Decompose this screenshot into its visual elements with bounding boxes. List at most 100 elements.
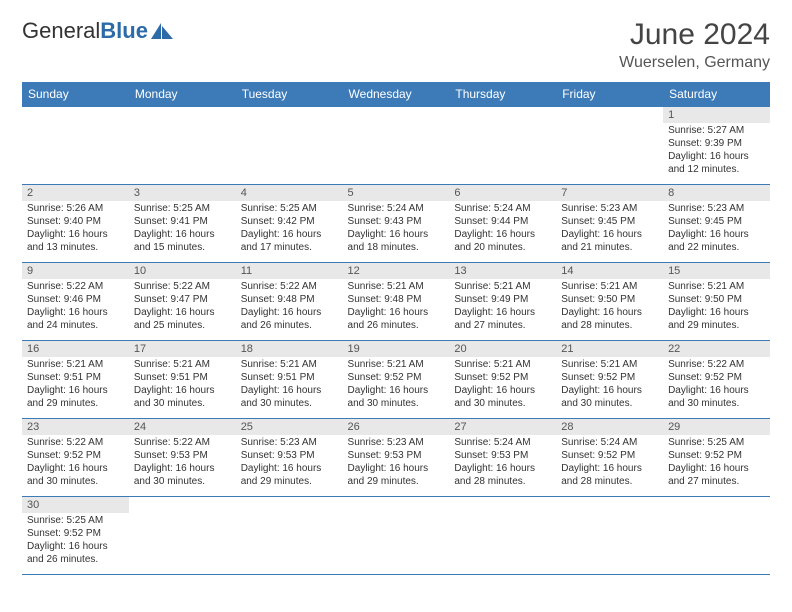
calendar-cell: 21Sunrise: 5:21 AMSunset: 9:52 PMDayligh… bbox=[556, 341, 663, 419]
calendar-cell: 13Sunrise: 5:21 AMSunset: 9:49 PMDayligh… bbox=[449, 263, 556, 341]
calendar-cell: . bbox=[449, 107, 556, 185]
logo-text-2: Blue bbox=[100, 18, 148, 44]
day-content: Sunrise: 5:26 AMSunset: 9:40 PMDaylight:… bbox=[22, 201, 129, 257]
day-number: 4 bbox=[236, 185, 343, 201]
calendar-cell: 4Sunrise: 5:25 AMSunset: 9:42 PMDaylight… bbox=[236, 185, 343, 263]
weekday-row: Sunday Monday Tuesday Wednesday Thursday… bbox=[22, 82, 770, 107]
calendar-cell: 2Sunrise: 5:26 AMSunset: 9:40 PMDaylight… bbox=[22, 185, 129, 263]
weekday-header: Sunday bbox=[22, 82, 129, 107]
day-content: Sunrise: 5:22 AMSunset: 9:52 PMDaylight:… bbox=[663, 357, 770, 413]
weekday-header: Friday bbox=[556, 82, 663, 107]
day-content: Sunrise: 5:22 AMSunset: 9:46 PMDaylight:… bbox=[22, 279, 129, 335]
day-content: Sunrise: 5:23 AMSunset: 9:53 PMDaylight:… bbox=[343, 435, 450, 491]
day-content: Sunrise: 5:25 AMSunset: 9:52 PMDaylight:… bbox=[22, 513, 129, 569]
day-number: 11 bbox=[236, 263, 343, 279]
day-content: Sunrise: 5:24 AMSunset: 9:53 PMDaylight:… bbox=[449, 435, 556, 491]
day-number: 3 bbox=[129, 185, 236, 201]
calendar-cell: 16Sunrise: 5:21 AMSunset: 9:51 PMDayligh… bbox=[22, 341, 129, 419]
calendar-cell: 12Sunrise: 5:21 AMSunset: 9:48 PMDayligh… bbox=[343, 263, 450, 341]
day-number: 15 bbox=[663, 263, 770, 279]
day-number: 13 bbox=[449, 263, 556, 279]
day-number: 26 bbox=[343, 419, 450, 435]
calendar-cell: 1Sunrise: 5:27 AMSunset: 9:39 PMDaylight… bbox=[663, 107, 770, 185]
calendar-cell: . bbox=[343, 107, 450, 185]
calendar-cell: 17Sunrise: 5:21 AMSunset: 9:51 PMDayligh… bbox=[129, 341, 236, 419]
calendar-cell: 11Sunrise: 5:22 AMSunset: 9:48 PMDayligh… bbox=[236, 263, 343, 341]
calendar-cell: 3Sunrise: 5:25 AMSunset: 9:41 PMDaylight… bbox=[129, 185, 236, 263]
day-content: Sunrise: 5:21 AMSunset: 9:51 PMDaylight:… bbox=[129, 357, 236, 413]
day-number: 10 bbox=[129, 263, 236, 279]
calendar-cell: . bbox=[343, 497, 450, 575]
day-number: 29 bbox=[663, 419, 770, 435]
location: Wuerselen, Germany bbox=[619, 54, 770, 72]
weekday-header: Monday bbox=[129, 82, 236, 107]
day-content: Sunrise: 5:21 AMSunset: 9:48 PMDaylight:… bbox=[343, 279, 450, 335]
calendar-cell: . bbox=[556, 497, 663, 575]
calendar-cell: 30Sunrise: 5:25 AMSunset: 9:52 PMDayligh… bbox=[22, 497, 129, 575]
calendar-cell: 5Sunrise: 5:24 AMSunset: 9:43 PMDaylight… bbox=[343, 185, 450, 263]
weekday-header: Saturday bbox=[663, 82, 770, 107]
calendar-cell: 14Sunrise: 5:21 AMSunset: 9:50 PMDayligh… bbox=[556, 263, 663, 341]
calendar-cell: 19Sunrise: 5:21 AMSunset: 9:52 PMDayligh… bbox=[343, 341, 450, 419]
logo-text-1: General bbox=[22, 18, 100, 44]
calendar-week: 9Sunrise: 5:22 AMSunset: 9:46 PMDaylight… bbox=[22, 263, 770, 341]
day-content: Sunrise: 5:23 AMSunset: 9:45 PMDaylight:… bbox=[556, 201, 663, 257]
day-content: Sunrise: 5:27 AMSunset: 9:39 PMDaylight:… bbox=[663, 123, 770, 179]
day-content: Sunrise: 5:21 AMSunset: 9:52 PMDaylight:… bbox=[449, 357, 556, 413]
day-content: Sunrise: 5:25 AMSunset: 9:52 PMDaylight:… bbox=[663, 435, 770, 491]
weekday-header: Tuesday bbox=[236, 82, 343, 107]
day-number: 23 bbox=[22, 419, 129, 435]
day-number: 5 bbox=[343, 185, 450, 201]
calendar-cell: 29Sunrise: 5:25 AMSunset: 9:52 PMDayligh… bbox=[663, 419, 770, 497]
day-number: 16 bbox=[22, 341, 129, 357]
calendar-cell: 10Sunrise: 5:22 AMSunset: 9:47 PMDayligh… bbox=[129, 263, 236, 341]
header: GeneralBlue June 2024 Wuerselen, Germany bbox=[22, 18, 770, 72]
day-content: Sunrise: 5:25 AMSunset: 9:42 PMDaylight:… bbox=[236, 201, 343, 257]
calendar-cell: 26Sunrise: 5:23 AMSunset: 9:53 PMDayligh… bbox=[343, 419, 450, 497]
calendar-cell: 20Sunrise: 5:21 AMSunset: 9:52 PMDayligh… bbox=[449, 341, 556, 419]
day-content: Sunrise: 5:21 AMSunset: 9:50 PMDaylight:… bbox=[663, 279, 770, 335]
day-number: 22 bbox=[663, 341, 770, 357]
day-number: 18 bbox=[236, 341, 343, 357]
day-number: 9 bbox=[22, 263, 129, 279]
day-number: 1 bbox=[663, 107, 770, 123]
calendar-cell: 23Sunrise: 5:22 AMSunset: 9:52 PMDayligh… bbox=[22, 419, 129, 497]
calendar-cell: . bbox=[556, 107, 663, 185]
day-content: Sunrise: 5:24 AMSunset: 9:44 PMDaylight:… bbox=[449, 201, 556, 257]
day-number: 19 bbox=[343, 341, 450, 357]
day-content: Sunrise: 5:21 AMSunset: 9:52 PMDaylight:… bbox=[556, 357, 663, 413]
calendar-cell: . bbox=[236, 497, 343, 575]
calendar-cell: . bbox=[22, 107, 129, 185]
calendar: Sunday Monday Tuesday Wednesday Thursday… bbox=[22, 82, 770, 575]
calendar-week: ......1Sunrise: 5:27 AMSunset: 9:39 PMDa… bbox=[22, 107, 770, 185]
calendar-week: 30Sunrise: 5:25 AMSunset: 9:52 PMDayligh… bbox=[22, 497, 770, 575]
month-title: June 2024 bbox=[619, 18, 770, 52]
sail-icon bbox=[151, 23, 173, 39]
day-content: Sunrise: 5:22 AMSunset: 9:47 PMDaylight:… bbox=[129, 279, 236, 335]
day-number: 27 bbox=[449, 419, 556, 435]
calendar-cell: 25Sunrise: 5:23 AMSunset: 9:53 PMDayligh… bbox=[236, 419, 343, 497]
calendar-cell: . bbox=[663, 497, 770, 575]
weekday-header: Wednesday bbox=[343, 82, 450, 107]
day-number: 12 bbox=[343, 263, 450, 279]
calendar-cell: 28Sunrise: 5:24 AMSunset: 9:52 PMDayligh… bbox=[556, 419, 663, 497]
calendar-body: ......1Sunrise: 5:27 AMSunset: 9:39 PMDa… bbox=[22, 107, 770, 575]
calendar-cell: 8Sunrise: 5:23 AMSunset: 9:45 PMDaylight… bbox=[663, 185, 770, 263]
day-number: 17 bbox=[129, 341, 236, 357]
calendar-week: 16Sunrise: 5:21 AMSunset: 9:51 PMDayligh… bbox=[22, 341, 770, 419]
calendar-week: 23Sunrise: 5:22 AMSunset: 9:52 PMDayligh… bbox=[22, 419, 770, 497]
day-content: Sunrise: 5:21 AMSunset: 9:52 PMDaylight:… bbox=[343, 357, 450, 413]
day-number: 2 bbox=[22, 185, 129, 201]
day-content: Sunrise: 5:22 AMSunset: 9:52 PMDaylight:… bbox=[22, 435, 129, 491]
day-number: 28 bbox=[556, 419, 663, 435]
logo: GeneralBlue bbox=[22, 18, 173, 44]
day-number: 21 bbox=[556, 341, 663, 357]
day-number: 8 bbox=[663, 185, 770, 201]
calendar-cell: 18Sunrise: 5:21 AMSunset: 9:51 PMDayligh… bbox=[236, 341, 343, 419]
day-content: Sunrise: 5:24 AMSunset: 9:52 PMDaylight:… bbox=[556, 435, 663, 491]
day-number: 7 bbox=[556, 185, 663, 201]
day-content: Sunrise: 5:21 AMSunset: 9:49 PMDaylight:… bbox=[449, 279, 556, 335]
calendar-cell: 7Sunrise: 5:23 AMSunset: 9:45 PMDaylight… bbox=[556, 185, 663, 263]
day-number: 20 bbox=[449, 341, 556, 357]
calendar-cell: 6Sunrise: 5:24 AMSunset: 9:44 PMDaylight… bbox=[449, 185, 556, 263]
